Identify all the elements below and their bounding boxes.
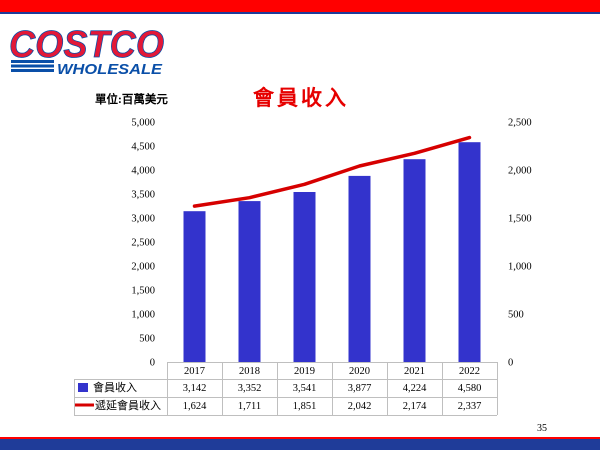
y-right-tick-label: 2,500 (508, 118, 532, 129)
table-value-deferred-revenue: 2,174 (403, 401, 427, 412)
member-revenue-bar-2020 (348, 175, 371, 362)
table-year-label: 2021 (404, 366, 425, 377)
y-left-tick-label: 4,000 (131, 166, 155, 177)
table-year-label: 2018 (239, 366, 260, 377)
y-left-tick-label: 500 (139, 334, 155, 345)
y-left-tick-label: 0 (150, 358, 155, 369)
logo-stripe (11, 69, 54, 72)
bottom-band (0, 439, 600, 450)
y-right-tick-label: 500 (508, 310, 524, 321)
table-value-member-revenue: 3,877 (348, 383, 372, 394)
unit-label: 單位:百萬美元 (95, 92, 168, 106)
y-left-tick-label: 1,000 (131, 310, 155, 321)
member-revenue-bar-2017 (183, 211, 206, 362)
table-value-member-revenue: 3,352 (238, 383, 262, 394)
y-axis-right: 0 500 1,000 1,500 2,000 2,500 (508, 118, 532, 369)
costco-logo: COSTCO WHOLESALE (9, 24, 165, 78)
logo-stripe (11, 64, 54, 68)
bottom-band-stripe (0, 437, 600, 439)
member-revenue-bars (183, 142, 481, 362)
member-revenue-bar-2019 (293, 192, 316, 362)
y-axis-left: 0 500 1,000 1,500 2,000 2,500 3,000 3,500 4,000 4… (131, 118, 155, 369)
data-table: 2017 2018 2019 2020 2021 2022 會員收入 3,142 3,352 3,… (74, 362, 498, 416)
table-value-member-revenue: 4,580 (458, 383, 482, 394)
table-value-member-revenue: 3,142 (183, 383, 207, 394)
table-year-label: 2020 (349, 366, 370, 377)
logo-brand: COSTCO (9, 24, 164, 66)
combo-chart: 0 500 1,000 1,500 2,000 2,500 3,000 3,500 4,000 4… (74, 118, 532, 416)
table-year-label: 2022 (459, 366, 480, 377)
logo-stripe (11, 60, 54, 63)
logo-tagline: WHOLESALE (57, 61, 163, 78)
y-left-tick-label: 3,500 (131, 190, 155, 201)
table-value-deferred-revenue: 2,042 (348, 401, 372, 412)
y-right-tick-label: 1,500 (508, 214, 532, 225)
top-band-stripe (0, 12, 600, 14)
member-revenue-bar-2022 (458, 142, 481, 362)
table-value-member-revenue: 4,224 (403, 383, 427, 394)
y-left-tick-label: 4,500 (131, 142, 155, 153)
chart-title: 會員收入 (253, 86, 349, 110)
legend-label-member-revenue: 會員收入 (93, 380, 137, 394)
y-left-tick-label: 1,500 (131, 286, 155, 297)
deferred-revenue-line (192, 135, 472, 208)
table-year-label: 2017 (184, 366, 205, 377)
table-value-deferred-revenue: 1,624 (183, 401, 207, 412)
legend-label-deferred-revenue: 遞延會員收入 (95, 398, 161, 412)
y-right-tick-label: 2,000 (508, 166, 532, 177)
table-value-deferred-revenue: 1,851 (293, 401, 317, 412)
table-value-deferred-revenue: 1,711 (238, 401, 261, 412)
page-number: 35 (537, 423, 547, 434)
y-left-tick-label: 5,000 (131, 118, 155, 129)
y-right-tick-label: 1,000 (508, 262, 532, 273)
legend-key-bar (78, 383, 88, 392)
y-left-tick-label: 3,000 (131, 214, 155, 225)
top-band (0, 0, 600, 12)
y-right-tick-label: 0 (508, 358, 513, 369)
y-left-tick-label: 2,000 (131, 262, 155, 273)
deferred-revenue-series (192, 135, 472, 208)
table-year-label: 2019 (294, 366, 315, 377)
table-value-deferred-revenue: 2,337 (458, 401, 482, 412)
member-revenue-bar-2021 (403, 159, 426, 362)
y-left-tick-label: 2,500 (131, 238, 155, 249)
table-value-member-revenue: 3,541 (293, 383, 317, 394)
member-revenue-bar-2018 (238, 201, 261, 362)
